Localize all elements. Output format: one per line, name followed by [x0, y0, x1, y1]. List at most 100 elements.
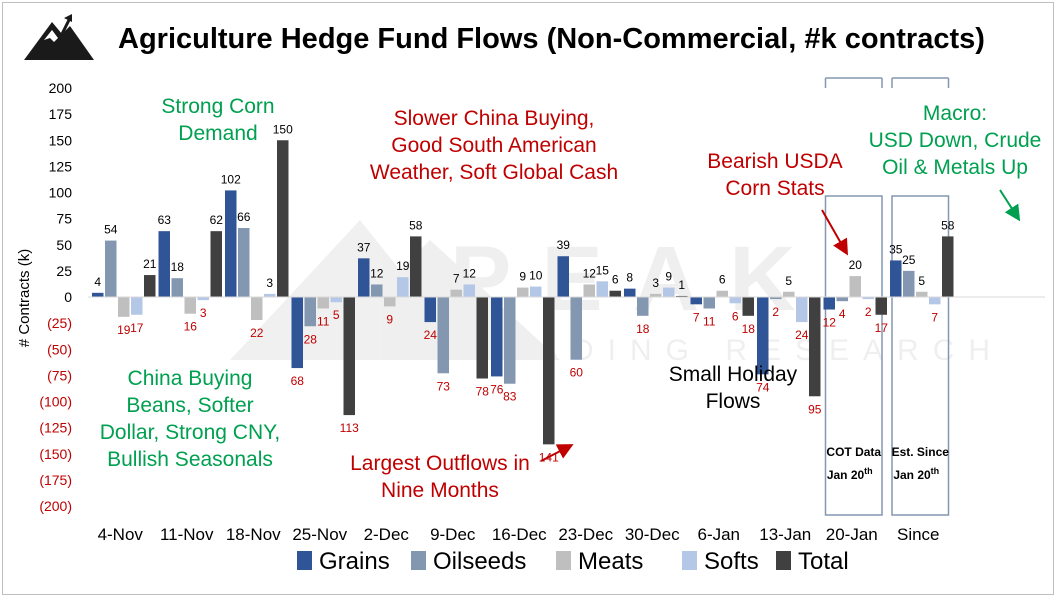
- bar-oilseeds: [105, 240, 117, 297]
- highlight-boxes: COT Data Jan 20th Est. Since Jan 20th: [824, 77, 950, 516]
- arrow-bearish-usda: [821, 209, 848, 256]
- bar-total: [543, 297, 555, 445]
- x-tick-label: 23-Dec: [558, 525, 613, 544]
- bar-grains: [92, 292, 104, 297]
- data-label: 11: [317, 314, 330, 328]
- peak-mountain-logo: [24, 14, 94, 60]
- annotation-arrows: [540, 189, 1021, 462]
- bar-series: [92, 140, 954, 445]
- data-label: 6: [732, 309, 739, 323]
- bar-total: [343, 297, 355, 416]
- y-tick-label: 25: [56, 263, 72, 279]
- bar-total: [144, 275, 156, 297]
- data-label: 8: [626, 271, 633, 285]
- bar-oilseeds: [371, 284, 383, 297]
- bar-grains: [491, 297, 503, 377]
- data-label: 3: [200, 306, 207, 320]
- x-axis-ticks: 4-Nov 11-Nov 18-Nov 25-Nov 2-Dec 9-Dec 16-Dec 2…: [98, 525, 940, 544]
- legend-swatch-meats: [556, 551, 571, 570]
- x-tick-label: 4-Nov: [98, 525, 144, 544]
- box-label-line2: Jan 20th: [893, 466, 939, 482]
- data-label: 25: [902, 253, 916, 267]
- bar-total: [609, 290, 621, 297]
- y-tick-label: 0: [64, 289, 72, 305]
- bar-total: [809, 297, 821, 397]
- data-label: 58: [409, 218, 423, 232]
- data-label: 37: [357, 240, 371, 254]
- bar-meats: [849, 276, 861, 297]
- x-tick-label: 11-Nov: [160, 525, 214, 544]
- data-label: 113: [340, 421, 359, 435]
- x-tick-label: 30-Dec: [625, 525, 680, 544]
- y-tick-label: (75): [47, 367, 72, 383]
- chart-title: Agriculture Hedge Fund Flows (Non-Commer…: [118, 23, 985, 55]
- bar-meats: [583, 284, 595, 297]
- data-label: 2: [772, 305, 779, 319]
- y-tick-label: 150: [49, 132, 73, 148]
- box-label-line2: Jan 20th: [827, 466, 873, 482]
- x-tick-label: 9-Dec: [430, 525, 476, 544]
- x-tick-label: 13-Jan: [759, 525, 811, 544]
- bar-oilseeds: [171, 278, 183, 297]
- box-label-line1: COT Data: [826, 445, 881, 459]
- x-tick-label: 25-Nov: [292, 525, 347, 544]
- y-tick-label: (50): [47, 341, 72, 357]
- bar-oilseeds: [238, 228, 250, 297]
- legend-label-total: Total: [798, 548, 849, 575]
- bar-meats: [384, 297, 396, 307]
- y-tick-label: 175: [49, 106, 73, 122]
- bar-total: [875, 297, 887, 315]
- y-tick-label: 50: [56, 237, 72, 253]
- data-label: 18: [171, 260, 185, 274]
- data-label: 74: [756, 380, 770, 394]
- data-label: 5: [918, 274, 925, 288]
- arrow-largest-outflows: [540, 444, 574, 462]
- highlight-box: [824, 195, 883, 516]
- annotations: Strong Corn Demand Slower China Buying, Goo…: [100, 95, 1042, 502]
- data-label: 12: [463, 266, 477, 280]
- legend-label-grains: Grains: [319, 548, 390, 575]
- data-label: 24: [795, 328, 809, 342]
- data-label: 60: [570, 366, 584, 380]
- y-tick-label: (150): [39, 446, 72, 462]
- legend-label-meats: Meats: [578, 548, 643, 575]
- data-labels: 4631026837247639877412355418662812738360…: [94, 122, 954, 464]
- data-label: 95: [808, 402, 822, 416]
- data-label: 150: [273, 122, 293, 136]
- data-label: 78: [476, 385, 490, 399]
- box-label-line1: Est. Since: [892, 445, 950, 459]
- x-tick-label: 20-Jan: [826, 525, 878, 544]
- bar-meats: [650, 293, 662, 297]
- data-label: 18: [636, 322, 650, 336]
- annotation-text: Macro: USD Down, Crude Oil & Metals Up: [869, 102, 1042, 179]
- bar-meats: [317, 297, 329, 309]
- y-tick-label: (125): [39, 420, 72, 436]
- data-label: 54: [104, 223, 118, 237]
- y-tick-label: 125: [49, 158, 73, 174]
- data-label: 18: [742, 322, 756, 336]
- bar-meats: [184, 297, 196, 314]
- y-tick-label: 75: [56, 211, 72, 227]
- bar-meats: [118, 297, 130, 317]
- svg-text:TRADING RESEARCH: TRADING RESEARCH: [470, 334, 1004, 367]
- data-label: 4: [94, 275, 101, 289]
- x-tick-label: 18-Nov: [226, 525, 281, 544]
- bar-grains: [890, 260, 902, 297]
- bar-meats: [916, 291, 928, 297]
- data-label: 58: [941, 218, 955, 232]
- bar-softs: [330, 297, 342, 303]
- bar-meats: [517, 287, 529, 297]
- data-label: 12: [370, 266, 384, 280]
- bar-meats: [450, 289, 462, 297]
- bar-oilseeds: [304, 297, 316, 327]
- bar-meats: [783, 291, 795, 297]
- data-label: 21: [143, 257, 157, 271]
- y-tick-label: 100: [49, 185, 73, 201]
- bar-meats: [251, 297, 263, 320]
- data-label: 22: [250, 326, 264, 340]
- annotation-text: Strong Corn Demand: [161, 95, 274, 145]
- x-tick-label: Since: [897, 525, 940, 544]
- data-label: 15: [596, 263, 610, 277]
- bar-meats: [716, 290, 728, 297]
- data-label: 9: [519, 270, 526, 284]
